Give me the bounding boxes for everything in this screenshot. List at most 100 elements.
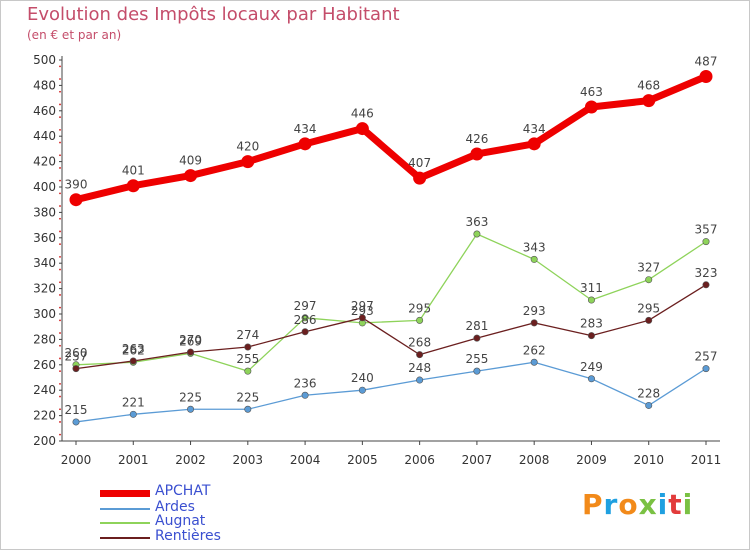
x-tick-label: 2006 bbox=[404, 453, 435, 467]
y-minor-dot bbox=[59, 357, 61, 360]
y-tick-label: 380 bbox=[33, 205, 56, 219]
y-minor-dot bbox=[59, 433, 61, 436]
data-label-augnat: 295 bbox=[408, 301, 431, 315]
y-minor-dot bbox=[59, 344, 61, 347]
legend-swatch bbox=[100, 537, 150, 539]
data-point-rentires bbox=[530, 319, 538, 327]
data-label-rentires: 268 bbox=[408, 336, 431, 350]
data-point-apchat bbox=[527, 137, 541, 151]
data-point-apchat bbox=[413, 171, 427, 185]
series-line-rentires bbox=[75, 284, 707, 370]
data-point-rentires bbox=[358, 314, 366, 322]
x-tick-label: 2005 bbox=[347, 453, 378, 467]
x-tick-label: 2004 bbox=[290, 453, 321, 467]
data-label-augnat: 260 bbox=[65, 346, 88, 360]
y-minor-dot bbox=[59, 370, 61, 373]
y-minor-dot bbox=[59, 421, 61, 423]
data-label-augnat: 343 bbox=[523, 240, 546, 254]
data-point-apchat bbox=[126, 179, 140, 193]
y-tick-label: 220 bbox=[33, 409, 56, 423]
data-label-ardes: 221 bbox=[122, 395, 145, 409]
data-point-apchat bbox=[184, 169, 198, 183]
data-point-ardes bbox=[530, 358, 538, 366]
x-tick-label: 2009 bbox=[576, 453, 607, 467]
y-minor-dot bbox=[59, 268, 61, 271]
x-tick-label: 2008 bbox=[519, 453, 550, 467]
data-label-rentires: 293 bbox=[523, 304, 546, 318]
data-label-apchat: 434 bbox=[294, 122, 317, 136]
data-label-augnat: 297 bbox=[294, 299, 317, 313]
y-minor-dot bbox=[59, 230, 61, 233]
data-point-augnat bbox=[244, 367, 252, 375]
y-minor-dot bbox=[59, 154, 61, 157]
data-label-ardes: 225 bbox=[179, 390, 202, 404]
y-minor-dot bbox=[59, 306, 61, 309]
y-tick-label: 420 bbox=[33, 155, 56, 169]
y-minor-dot bbox=[59, 332, 61, 334]
data-point-apchat bbox=[355, 122, 369, 136]
data-label-ardes: 228 bbox=[637, 386, 660, 400]
data-label-apchat: 409 bbox=[179, 154, 202, 168]
data-point-ardes bbox=[72, 418, 80, 426]
y-minor-dot bbox=[59, 103, 61, 106]
data-label-augnat: 262 bbox=[122, 343, 145, 357]
legend-label: Rentières bbox=[155, 528, 221, 544]
data-label-ardes: 215 bbox=[65, 403, 88, 417]
data-label-apchat: 446 bbox=[351, 107, 374, 121]
y-minor-dot bbox=[59, 167, 61, 169]
y-tick-label: 240 bbox=[33, 383, 56, 397]
data-point-apchat bbox=[298, 137, 312, 151]
x-tick-label: 2007 bbox=[462, 453, 493, 467]
data-point-augnat bbox=[530, 255, 538, 263]
data-label-rentires: 274 bbox=[236, 328, 259, 342]
data-label-ardes: 262 bbox=[523, 343, 546, 357]
logo-letter: t bbox=[668, 488, 683, 521]
x-tick-label: 2010 bbox=[633, 453, 664, 467]
data-point-augnat bbox=[587, 296, 595, 304]
data-label-apchat: 434 bbox=[523, 122, 546, 136]
data-point-augnat bbox=[645, 276, 653, 284]
y-minor-dot bbox=[59, 255, 61, 258]
y-tick-label: 400 bbox=[33, 180, 56, 194]
logo-letter: i bbox=[682, 488, 694, 521]
data-label-augnat: 255 bbox=[236, 352, 259, 366]
y-tick-label: 440 bbox=[33, 129, 56, 143]
data-point-rentires bbox=[416, 351, 424, 359]
data-label-rentires: 297 bbox=[351, 299, 374, 313]
y-tick-label: 260 bbox=[33, 358, 56, 372]
data-point-ardes bbox=[187, 405, 195, 413]
data-point-augnat bbox=[416, 316, 424, 324]
data-label-augnat: 293 bbox=[351, 304, 374, 318]
data-point-apchat bbox=[699, 70, 713, 84]
data-point-rentires bbox=[587, 332, 595, 340]
data-point-ardes bbox=[129, 410, 137, 418]
y-minor-dot bbox=[59, 179, 61, 182]
data-label-rentires: 286 bbox=[294, 313, 317, 327]
series-line-ardes bbox=[75, 361, 707, 423]
data-point-rentires bbox=[473, 334, 481, 342]
y-tick-label: 300 bbox=[33, 307, 56, 321]
data-point-rentires bbox=[129, 357, 137, 365]
data-point-rentires bbox=[72, 365, 80, 373]
proxiti-logo: Proxiti bbox=[582, 488, 693, 521]
data-label-rentires: 283 bbox=[580, 317, 603, 331]
y-minor-dot bbox=[59, 128, 61, 131]
data-label-apchat: 426 bbox=[465, 132, 488, 146]
logo-letter: i bbox=[657, 488, 669, 521]
data-label-apchat: 420 bbox=[236, 140, 259, 154]
y-minor-dot bbox=[59, 408, 61, 411]
data-point-apchat bbox=[642, 94, 656, 108]
legend-swatch bbox=[100, 490, 150, 497]
y-minor-dot bbox=[59, 281, 61, 284]
x-tick-label: 2011 bbox=[691, 453, 722, 467]
y-minor-dot bbox=[59, 382, 61, 385]
y-tick-label: 320 bbox=[33, 282, 56, 296]
y-minor-dot bbox=[59, 65, 61, 68]
y-tick-label: 480 bbox=[33, 78, 56, 92]
data-label-ardes: 255 bbox=[465, 352, 488, 366]
data-point-augnat bbox=[301, 314, 309, 322]
y-minor-dot bbox=[59, 395, 61, 398]
y-minor-dot bbox=[59, 294, 61, 296]
data-point-rentires bbox=[244, 343, 252, 351]
